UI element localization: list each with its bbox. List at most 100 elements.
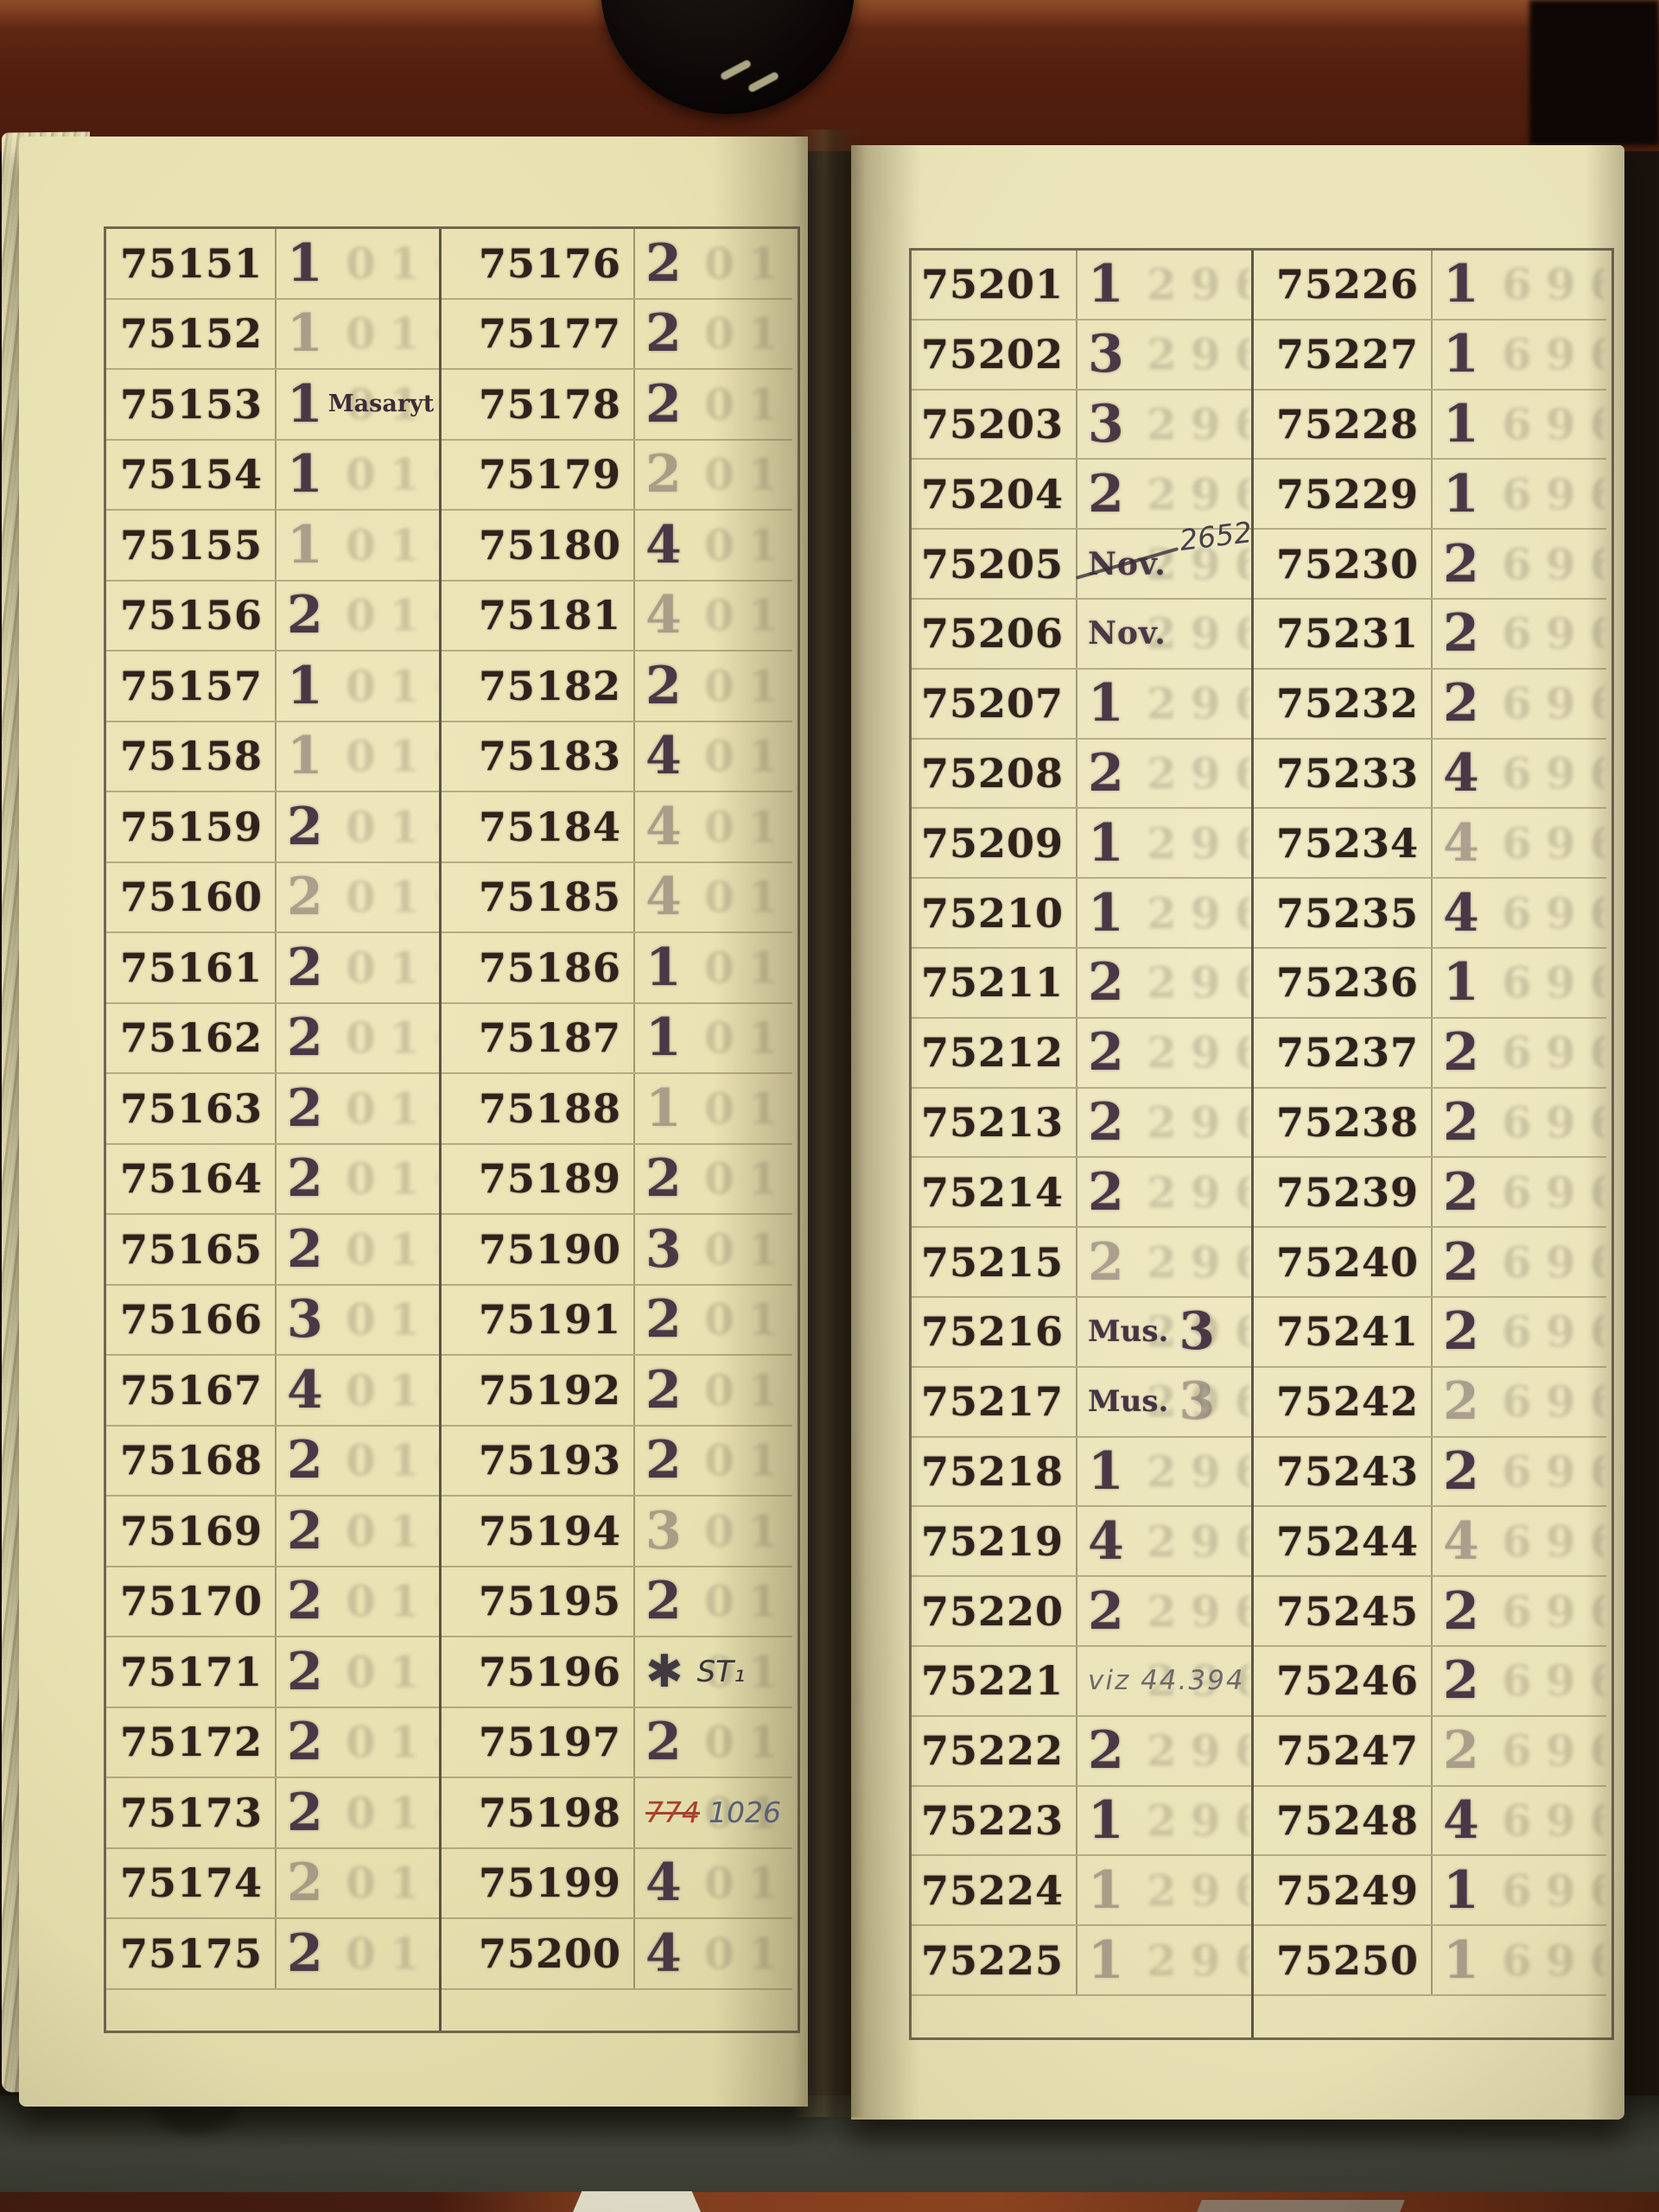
entry-value-cell: 6965 2 <box>1431 1158 1606 1227</box>
handwritten-note: viz 44.394 <box>1088 1665 1245 1697</box>
ledger-row-75159: 75159 0167 2 <box>106 792 439 863</box>
ledger-row-75161: 75161 0167 2 <box>106 933 439 1004</box>
entry-value-cell: 6965 2 <box>1431 1297 1606 1366</box>
ledger-row-75166: 75166 0167 3 <box>106 1285 439 1356</box>
ink-bleed-ghost: 0167 <box>346 1153 437 1205</box>
ink-bleed-ghost: 0167 <box>704 801 791 853</box>
ink-bleed-ghost: 6965 <box>1502 747 1605 799</box>
entry-value-cell: 0167 4 <box>633 1848 792 1917</box>
entry-number: 75224 <box>920 1866 1064 1914</box>
ledger-row-75235: 75235 6965 4 <box>1254 879 1606 949</box>
entry-value-stamp: 2 <box>287 1077 323 1139</box>
entry-number: 75198 <box>478 1789 621 1836</box>
entry-number: 75190 <box>478 1225 621 1273</box>
entry-value-cell: 0167 2 <box>633 1356 792 1425</box>
entry-number: 75202 <box>920 331 1064 378</box>
ink-bleed-ghost: 0167 <box>704 448 791 500</box>
ledger-row-75226: 75226 6965 1 <box>1254 251 1606 321</box>
entry-value-cell: 6965 1 <box>1431 1926 1606 1994</box>
entry-value-cell: 0167 2 <box>275 1215 439 1284</box>
ink-bleed-ghost: 2962 <box>1147 398 1249 450</box>
ledger-row-75231: 75231 6965 2 <box>1254 599 1606 670</box>
entry-value-cell: 6965 2 <box>1431 1577 1606 1645</box>
ledger-row-75216: 752162962Mus.3 <box>912 1297 1251 1368</box>
entry-value-cell: 0167 2 <box>275 1637 439 1707</box>
entry-value-stamp: 2 <box>1443 1580 1479 1642</box>
entry-value-cell: 2962 1 <box>1076 879 1251 947</box>
entry-value-stamp: 2 <box>645 655 682 716</box>
ledger-row-75168: 75168 0167 2 <box>106 1426 439 1497</box>
entry-value-stamp: 1 <box>1088 1440 1124 1502</box>
entry-value-cell: 0167 2 <box>633 1707 792 1777</box>
entry-value-cell: 6965 2 <box>1431 1367 1606 1436</box>
ledger-row-75232: 75232 6965 2 <box>1254 669 1606 740</box>
entry-number: 75223 <box>920 1796 1064 1844</box>
entry-value-stamp: 1 <box>287 373 323 435</box>
entry-number: 75166 <box>119 1296 263 1344</box>
entry-value-stamp: 2 <box>1088 1720 1124 1782</box>
ledger-row-75188: 75188 0167 1 <box>442 1074 792 1145</box>
handwritten-note-red: 774 <box>645 1796 700 1830</box>
ink-bleed-ghost: 0167 <box>346 1928 437 1980</box>
ledger-row-75228: 75228 6965 1 <box>1254 390 1606 461</box>
entry-value-cell: 2962 4 <box>1076 1507 1251 1576</box>
entry-value-cell: 0167 2 <box>633 652 792 721</box>
ledger-row-75177: 75177 0167 2 <box>442 299 792 370</box>
entry-value-cell: 2962 2 <box>1076 1716 1251 1785</box>
entry-number: 75241 <box>1275 1308 1419 1356</box>
entry-value-cell: 0167 3 <box>275 1285 439 1354</box>
ink-bleed-ghost: 2962 <box>1147 1865 1249 1916</box>
ink-bleed-ghost: 6965 <box>1502 538 1605 590</box>
ledger-row-75208: 75208 2962 2 <box>912 739 1251 810</box>
ledger-column-75201-75225: 7520129621752022962375203296237520429622… <box>912 251 1254 1996</box>
entry-value-cell: 6965 4 <box>1431 739 1606 808</box>
entry-value-cell: 2962 1 <box>1076 809 1251 878</box>
entry-value-cell: 01671Masaryt <box>275 370 439 439</box>
entry-number: 75219 <box>920 1517 1064 1565</box>
entry-number: 75157 <box>119 662 263 709</box>
ink-bleed-ghost: 0167 <box>346 1716 437 1768</box>
entry-value-stamp: 2 <box>287 1782 323 1843</box>
entry-value-cell: 6965 4 <box>1431 809 1606 878</box>
entry-number: 75171 <box>119 1648 263 1695</box>
entry-value-stamp: 2 <box>287 1430 323 1491</box>
ledger-row-75184: 75184 0167 4 <box>442 792 792 863</box>
entry-number: 75183 <box>478 733 621 780</box>
ink-bleed-ghost: 2962 <box>1147 468 1249 520</box>
entry-number: 75228 <box>1275 400 1419 448</box>
entry-number: 75212 <box>920 1029 1064 1077</box>
entry-number: 75173 <box>119 1789 263 1836</box>
ink-bleed-ghost: 6965 <box>1502 258 1605 310</box>
entry-value-cell: 2962 1 <box>1076 1786 1251 1855</box>
entry-number: 75181 <box>478 592 621 639</box>
entry-number: 75235 <box>1275 889 1419 937</box>
ledger-row-75191: 75191 0167 2 <box>442 1285 792 1356</box>
ink-bleed-ghost: 0167 <box>704 1083 791 1135</box>
ledger-column-75226-75250: 75226 6965 1 75227 6965 1 75228 6965 1 75229 6965 1… <box>1254 251 1606 1996</box>
entry-value-cell: 0167 2 <box>275 1567 439 1636</box>
entry-number: 75163 <box>119 1084 263 1132</box>
entry-number: 75154 <box>119 451 263 499</box>
entry-number: 75161 <box>119 944 263 991</box>
entry-value-cell: 6965 2 <box>1431 599 1606 668</box>
ink-bleed-ghost: 0167 <box>346 942 437 994</box>
ledger-row-75182: 75182 0167 2 <box>442 652 792 722</box>
handwritten-note: ST₁ <box>696 1654 746 1689</box>
ledger-row-75218: 75218 2962 1 <box>912 1437 1251 1508</box>
ledger-row-75157: 75157 0167 1 <box>106 652 439 722</box>
entry-value-stamp: 1 <box>287 726 323 787</box>
ledger-row-75171: 75171 0167 2 <box>106 1637 439 1708</box>
ledger-row-75199: 75199 0167 4 <box>442 1848 792 1919</box>
entry-value-cell: 0167 2 <box>633 440 792 509</box>
entry-value-cell: 0167 4 <box>633 1919 792 1988</box>
entry-number: 75248 <box>1275 1796 1419 1844</box>
ledger-row-75158: 75158 0167 1 <box>106 721 439 792</box>
ink-bleed-ghost: 2962 <box>1147 1725 1249 1777</box>
entry-value-stamp: 2 <box>287 1853 323 1914</box>
entry-number: 75162 <box>119 1014 263 1062</box>
ink-bleed-ghost: 6965 <box>1502 1516 1605 1567</box>
ledger-row-75220: 75220 2962 2 <box>912 1577 1251 1647</box>
entry-number: 75217 <box>920 1378 1064 1426</box>
ink-bleed-ghost: 2962 <box>1147 1236 1249 1288</box>
ledger-row-75160: 75160 0167 2 <box>106 862 439 933</box>
